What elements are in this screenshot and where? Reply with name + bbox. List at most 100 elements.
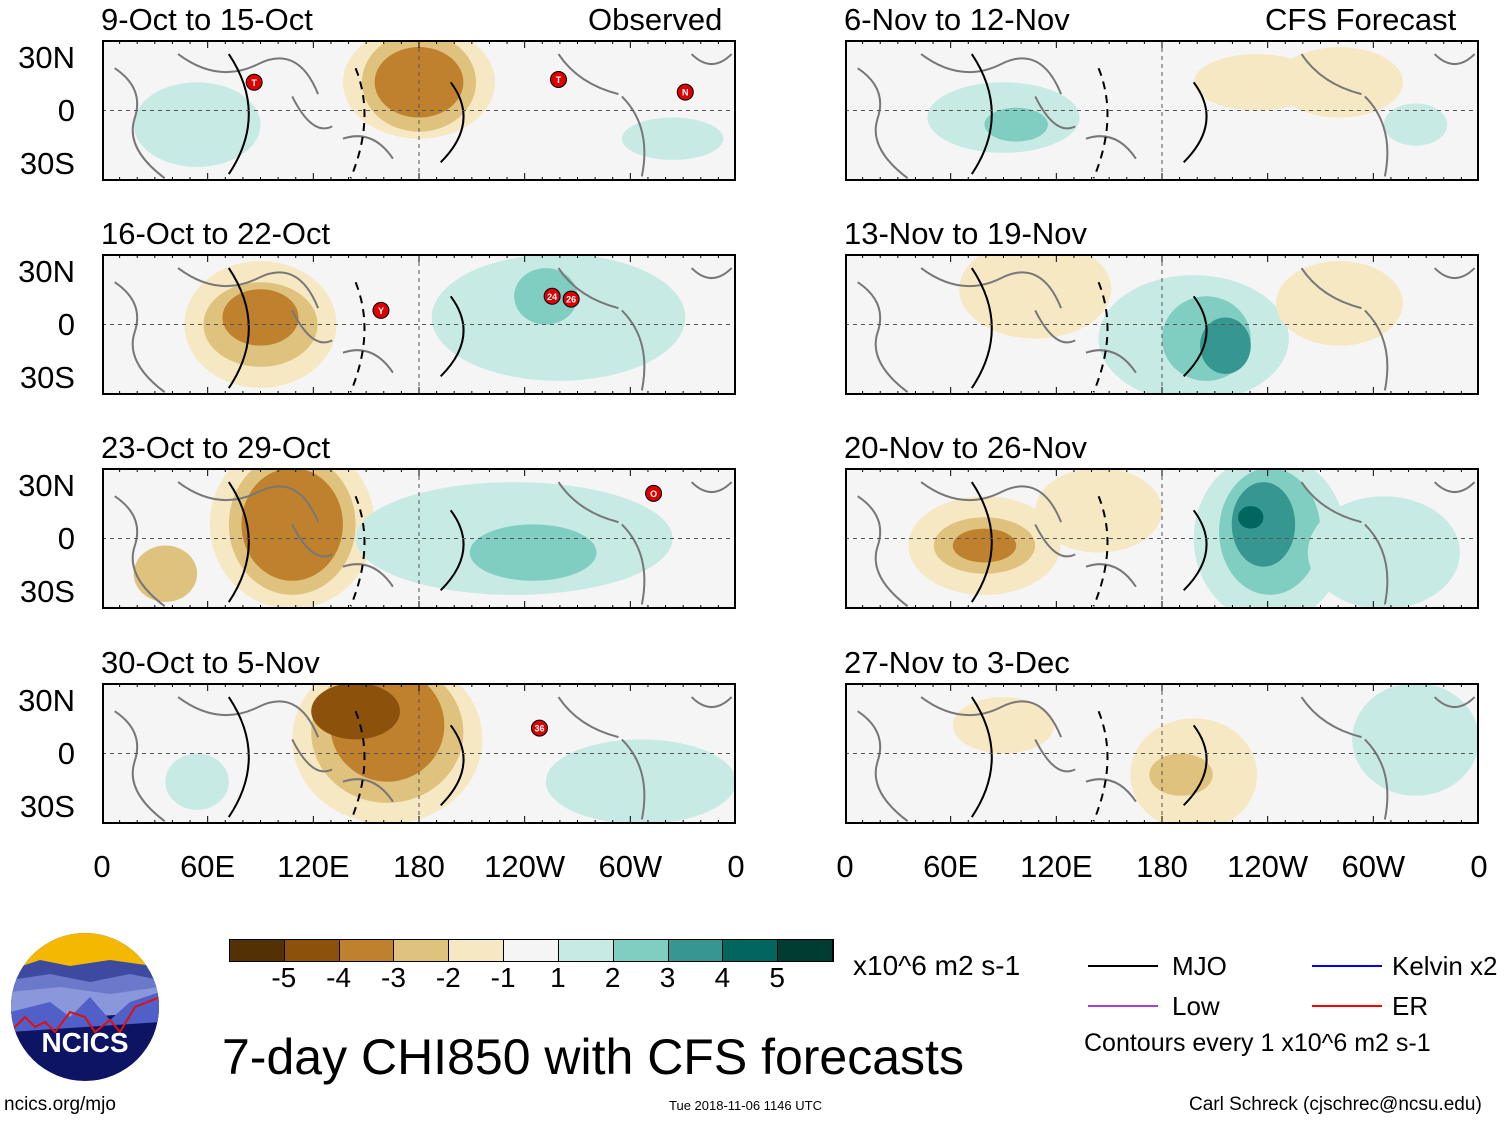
mjo-contour — [227, 53, 465, 175]
tropical-cyclone-icon: T — [549, 70, 567, 88]
logo-text: NCICS — [41, 1027, 128, 1058]
colorbar-label: 2 — [604, 962, 621, 993]
anomaly-region — [1352, 683, 1479, 796]
tropical-cyclone-icon: 26 — [562, 290, 580, 308]
site-url: ncics.org/mjo — [4, 1094, 116, 1115]
colorbar-swatch — [504, 940, 559, 961]
anomaly-region — [984, 107, 1048, 142]
map-panel — [845, 683, 1479, 824]
anomaly-region — [1200, 317, 1251, 374]
panel-title: 27-Nov to 3-Dec — [844, 645, 1070, 680]
colorbar-swatch — [394, 940, 450, 961]
lat-label: 30N — [18, 40, 75, 75]
panel-title: 6-Nov to 12-Nov — [844, 2, 1070, 37]
lat-label: 30N — [18, 683, 75, 718]
colorbar-label: -5 — [271, 962, 297, 993]
lat-label: 30S — [19, 789, 75, 824]
mjo-contour-negative — [1092, 67, 1109, 179]
anomaly-region — [241, 468, 343, 581]
mjo-contour — [970, 481, 1208, 603]
lat-label: 30N — [18, 468, 75, 503]
storm-label: T — [251, 78, 257, 88]
anomaly-region — [133, 545, 198, 602]
lon-label: 0 — [93, 849, 111, 884]
colorbar-swatch — [778, 940, 833, 961]
anomaly-region — [1231, 482, 1296, 567]
lon-label: 120W — [484, 849, 566, 884]
storm-label: N — [682, 88, 689, 98]
map-panel — [845, 468, 1479, 609]
tropical-cyclone-icon: T — [245, 73, 263, 91]
mjo-contour-negative — [349, 67, 366, 179]
lat-label: 0 — [57, 736, 75, 771]
map-panel — [845, 254, 1479, 395]
lat-label: 0 — [57, 93, 75, 128]
colorbar-label: -4 — [326, 962, 352, 993]
lon-label: 120E — [1020, 849, 1093, 884]
map-panel — [845, 40, 1479, 181]
map-panel: 36 — [102, 683, 736, 824]
colorbar-swatch — [449, 940, 505, 961]
lat-label: 0 — [57, 307, 75, 342]
anomaly-region — [469, 524, 597, 581]
colorbar-label: -2 — [435, 962, 461, 993]
mjo-contour — [227, 696, 465, 818]
colorbar-label: 5 — [769, 962, 785, 993]
mjo-contour-negative — [1092, 281, 1109, 393]
legend-er-line — [1312, 1005, 1382, 1007]
mjo-contour-negative — [349, 281, 366, 393]
tropical-cyclone-icon: 24 — [543, 287, 561, 305]
coastlines — [114, 696, 733, 822]
anomaly-region — [545, 739, 736, 824]
coastlines — [857, 481, 1476, 607]
anomaly-region — [1276, 261, 1403, 346]
lon-label: 60E — [923, 849, 979, 884]
coastlines — [114, 267, 733, 393]
lat-label: 30S — [19, 574, 75, 609]
legend-mjo: MJO — [1172, 951, 1227, 981]
panel-title: 9-Oct to 15-Oct — [101, 2, 313, 37]
coastlines — [114, 481, 733, 607]
storm-label: 26 — [566, 295, 576, 305]
lon-label: 60E — [180, 849, 236, 884]
mjo-contour — [227, 267, 465, 389]
tropical-cyclone-icon: 36 — [530, 719, 548, 737]
mjo-contour — [227, 481, 465, 603]
timestamp: Tue 2018-11-06 1146 UTC — [669, 1098, 822, 1113]
anomaly-region — [621, 117, 724, 160]
colorbar-swatch — [723, 940, 779, 961]
lon-label: 180 — [393, 849, 445, 884]
credit: Carl Schreck (cjschrec@ncsu.edu) — [1189, 1094, 1482, 1115]
mjo-contour-negative — [1092, 710, 1109, 822]
anomaly-region — [959, 254, 1112, 339]
lon-label: 120E — [277, 849, 350, 884]
observed-label: Observed — [588, 2, 723, 37]
panel-title: 16-Oct to 22-Oct — [101, 216, 331, 251]
anomaly-region — [1035, 468, 1162, 553]
mjo-contour — [970, 53, 1208, 175]
mjo-contour-negative — [1092, 495, 1109, 607]
panel-title: 13-Nov to 19-Nov — [844, 216, 1087, 251]
anomaly-region — [222, 289, 299, 346]
anomaly-region — [1383, 103, 1448, 146]
coastlines — [857, 53, 1476, 179]
forecast-label: CFS Forecast — [1265, 2, 1457, 37]
mjo-contour-negative — [349, 495, 366, 607]
lon-label: 60W — [1341, 849, 1406, 884]
panel-title: 30-Oct to 5-Nov — [101, 645, 320, 680]
anomaly-region — [952, 697, 1055, 754]
coastlines — [857, 267, 1476, 393]
mjo-contour-negative — [349, 710, 366, 822]
legend-er: ER — [1392, 991, 1429, 1021]
mjo-contour — [970, 696, 1208, 818]
coastlines — [114, 53, 733, 179]
colorbar-label: 3 — [659, 962, 676, 993]
colorbar-swatch — [668, 940, 724, 961]
lon-label: 0 — [836, 849, 854, 884]
anomaly-region — [133, 82, 261, 167]
ncics-logo: NCICS — [11, 933, 159, 1081]
lat-label: 30N — [18, 254, 75, 289]
lat-label: 30S — [19, 360, 75, 395]
colorbar-label: -1 — [490, 962, 516, 993]
lon-label: 120W — [1227, 849, 1309, 884]
